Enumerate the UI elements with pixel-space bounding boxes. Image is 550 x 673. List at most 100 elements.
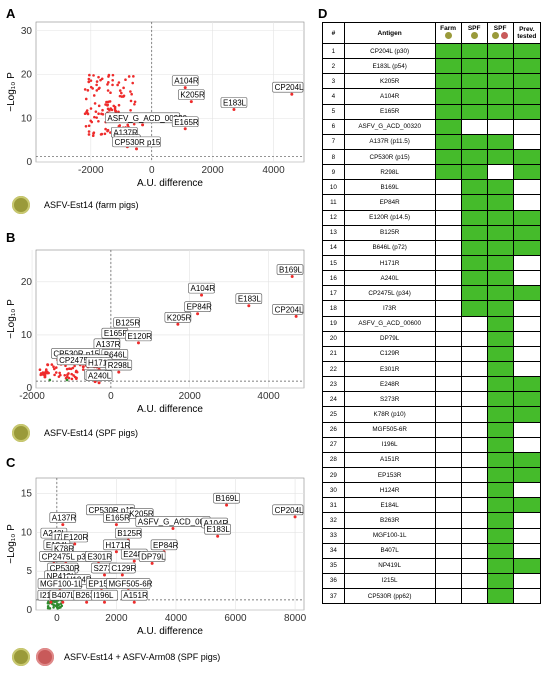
- data-point: [100, 132, 104, 136]
- presence-cell: [434, 436, 462, 453]
- data-point: [131, 81, 135, 85]
- presence-cell: [460, 315, 488, 332]
- row-number: 10: [322, 179, 345, 196]
- presence-cell: [434, 497, 462, 514]
- presence-cell: [434, 360, 462, 378]
- data-point: [86, 89, 90, 92]
- presence-cell: [434, 239, 462, 256]
- table-row: 19 ASFV_G_ACD_00600: [322, 315, 542, 332]
- y-tick-label: 30: [21, 26, 33, 37]
- svg-text:E120R: E120R: [64, 533, 89, 542]
- point-label: E165R: [171, 116, 199, 128]
- header-spf-combined: SPF: [486, 22, 514, 44]
- data-point: [92, 132, 95, 135]
- x-tick-label: 4000: [257, 391, 280, 402]
- data-point: [116, 83, 119, 87]
- presence-cell: [486, 58, 514, 75]
- y-tick-label: 10: [21, 113, 33, 124]
- row-number: 17: [322, 285, 345, 302]
- antigen-name: B646L (p72): [343, 239, 436, 256]
- data-point: [87, 130, 91, 133]
- point-label: B125R: [113, 317, 140, 328]
- row-number: 3: [322, 73, 345, 90]
- volcano-plots: -2000 0 2000 40000102030CP204LA104RK205RE18…: [6, 21, 307, 637]
- data-point: [290, 275, 294, 279]
- svg-text:A240L: A240L: [88, 372, 112, 381]
- antigen-name: I215L: [343, 572, 436, 590]
- presence-cell: [512, 209, 542, 226]
- data-point: [93, 102, 97, 105]
- svg-text:A104R: A104R: [174, 77, 199, 86]
- virus-icon: [12, 196, 30, 214]
- table-header: # Antigen Farm SPF SPF Prev. tested: [322, 22, 542, 44]
- presence-cell: [486, 285, 514, 302]
- data-point: [90, 120, 94, 124]
- row-number: 29: [322, 466, 345, 484]
- presence-cell: [486, 118, 514, 135]
- x-tick-label: 0: [149, 165, 155, 176]
- table-row: 8 CP530R (p15): [322, 148, 542, 166]
- table-row: 37 CP530R (pp62): [322, 588, 542, 605]
- data-point: [46, 606, 50, 610]
- data-point: [117, 81, 121, 84]
- data-point: [58, 371, 61, 375]
- data-point: [73, 375, 77, 379]
- presence-cell: [512, 436, 542, 453]
- row-number: 28: [322, 451, 345, 468]
- table-row: 22 E301R: [322, 360, 542, 378]
- svg-text:ASFV_G_ACD_00320: ASFV_G_ACD_00320: [107, 114, 187, 123]
- panel-letter-a: A: [6, 6, 16, 21]
- presence-cell: [512, 512, 542, 529]
- data-point: [70, 377, 74, 381]
- table-row: 17 CP2475L (p34): [322, 285, 542, 302]
- table-row: 2 E183L (p54): [322, 58, 542, 75]
- data-point: [73, 542, 77, 546]
- virus-icon: [12, 648, 30, 666]
- svg-text:NP419L: NP419L: [47, 572, 76, 581]
- svg-text:DP79L: DP79L: [141, 552, 166, 561]
- data-point: [111, 78, 114, 82]
- virus-icon: [470, 32, 478, 39]
- antigen-name: ASFV_G_ACD_00600: [343, 315, 436, 332]
- data-point: [129, 108, 132, 112]
- point-label: E183L: [220, 97, 248, 108]
- presence-cell: [460, 542, 488, 559]
- data-point: [136, 341, 140, 345]
- data-point: [83, 112, 87, 116]
- data-point: [53, 373, 56, 377]
- data-point: [117, 110, 120, 114]
- data-point: [91, 134, 95, 137]
- presence-cell: [486, 133, 514, 150]
- point-label: MGF100-1L: [37, 578, 83, 589]
- presence-cell: [512, 360, 542, 378]
- antigen-name: NP419L: [343, 557, 436, 574]
- presence-cell: [434, 421, 462, 438]
- presence-cell: [434, 512, 462, 529]
- data-point: [102, 600, 106, 604]
- presence-cell: [460, 179, 488, 196]
- antigen-name: E248R: [343, 376, 436, 393]
- antigen-name: K205R: [343, 73, 436, 90]
- presence-cell: [460, 270, 488, 287]
- x-axis-label: A.U. difference: [137, 404, 203, 415]
- data-point: [225, 503, 229, 507]
- row-number: 22: [322, 360, 345, 378]
- row-number: 4: [322, 88, 345, 105]
- data-point: [100, 112, 103, 116]
- antigen-name: CP530R (pp62): [343, 588, 436, 605]
- antigen-name: R298L: [343, 164, 436, 181]
- table-row: 31 E184L: [322, 497, 542, 514]
- point-label: A104R: [188, 282, 215, 294]
- presence-cell: [434, 588, 462, 605]
- presence-cell: [486, 376, 514, 393]
- antigen-name: B125R: [343, 224, 436, 241]
- data-point: [52, 365, 55, 369]
- row-number: 19: [322, 315, 345, 332]
- data-point: [107, 81, 110, 84]
- data-point: [47, 371, 50, 375]
- point-label: B407L: [49, 589, 77, 601]
- svg-text:CP2475L p34: CP2475L p34: [59, 356, 108, 365]
- presence-cell: [434, 103, 462, 120]
- row-number: 34: [322, 542, 345, 559]
- presence-cell: [512, 542, 542, 559]
